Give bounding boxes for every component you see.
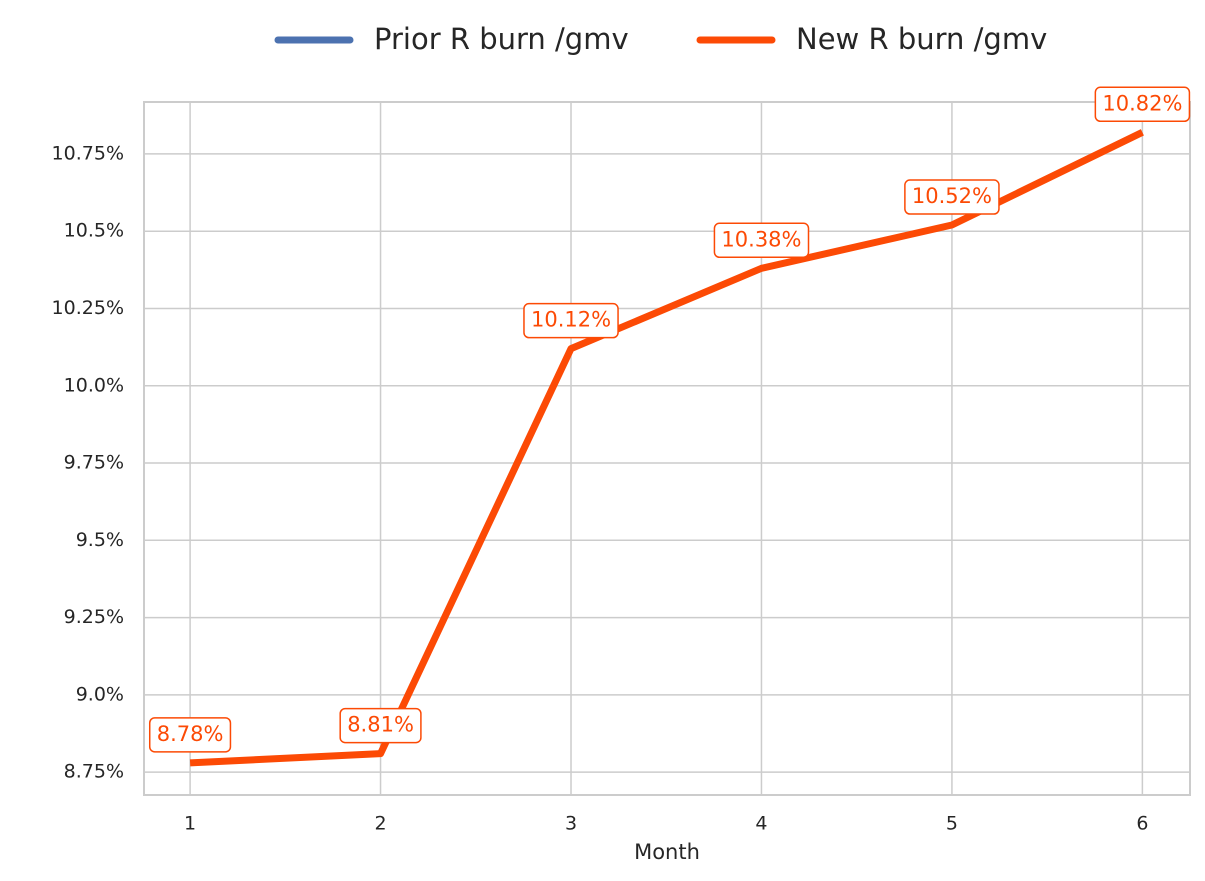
y-tick-label: 9.0%	[76, 683, 124, 705]
data-label-box	[148, 717, 232, 753]
plot-frame	[143, 101, 1191, 796]
data-label: 10.12%	[523, 302, 619, 339]
data-label-text: 10.52%	[912, 184, 992, 208]
data-label-text: 10.38%	[721, 227, 801, 251]
data-label-text: 8.81%	[347, 713, 414, 737]
x-tick-label: 5	[946, 813, 958, 835]
x-tick-label: 6	[1136, 813, 1148, 835]
data-label: 8.78%	[148, 717, 232, 753]
y-tick-label: 10.5%	[64, 220, 124, 242]
data-label: 10.82%	[1094, 86, 1191, 123]
y-tick-label: 9.75%	[64, 452, 124, 474]
data-label-box	[904, 179, 1000, 215]
data-label-text: 8.78%	[157, 722, 224, 746]
data-label: 10.38%	[713, 222, 810, 259]
y-tick-label: 10.25%	[52, 297, 124, 319]
data-label-text: 10.82%	[1102, 91, 1182, 115]
x-tick-label: 1	[184, 813, 196, 835]
data-label-box	[523, 302, 619, 339]
legend-label: Prior R burn /gmv	[374, 22, 629, 56]
y-tick-label: 9.25%	[64, 606, 124, 628]
x-axis-label: Month	[634, 840, 700, 864]
y-tick-label: 8.75%	[64, 761, 124, 783]
y-tick-label: 9.5%	[76, 529, 124, 551]
legend-label: New R burn /gmv	[796, 22, 1047, 56]
data-label-box	[713, 222, 810, 259]
y-tick-label: 10.75%	[52, 142, 124, 164]
data-label-box	[1094, 86, 1191, 123]
x-tick-label: 2	[375, 813, 387, 835]
y-tick-label: 10.0%	[64, 374, 124, 396]
x-tick-label: 4	[755, 813, 767, 835]
data-label-text: 10.12%	[531, 308, 611, 332]
data-label: 8.81%	[339, 707, 422, 744]
x-tick-label: 3	[565, 813, 577, 835]
data-label-box	[339, 707, 422, 744]
data-label: 10.52%	[904, 179, 1000, 215]
